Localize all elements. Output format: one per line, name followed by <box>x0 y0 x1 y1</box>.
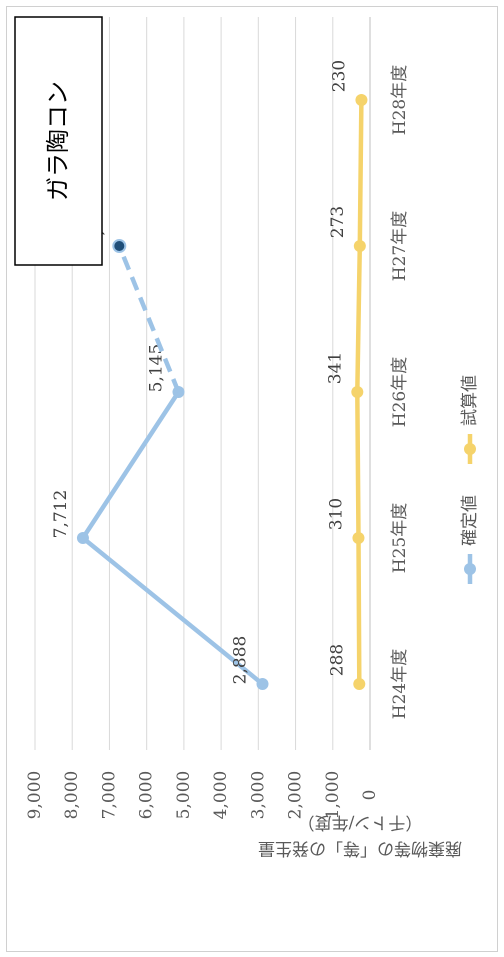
data-label: 310 <box>326 498 346 530</box>
data-point <box>352 532 365 544</box>
x-tick-label: H25年度 <box>390 503 410 573</box>
x-tick-label: H27年度 <box>390 211 410 281</box>
y-tick-label: 8,000 <box>62 771 82 820</box>
data-label: 5,145 <box>146 344 166 393</box>
y-tick-label: 0 <box>360 790 380 801</box>
series-line <box>117 245 181 393</box>
data-point <box>351 386 364 398</box>
data-point <box>76 532 89 544</box>
y-tick-label: 6,000 <box>137 771 157 820</box>
legend-label: 確定値 <box>460 495 480 546</box>
data-label: 341 <box>325 352 345 384</box>
data-label: 2,888 <box>231 636 251 685</box>
legend-marker <box>464 563 476 575</box>
y-tick-label: 7,000 <box>99 771 119 820</box>
data-point <box>112 239 127 253</box>
y-tick-label: 3,000 <box>248 771 268 820</box>
y-tick-label: 5,000 <box>174 771 194 820</box>
legend-marker <box>464 443 476 455</box>
data-point <box>353 240 366 252</box>
data-point <box>256 678 269 690</box>
data-point <box>353 678 366 690</box>
data-label: 7,712 <box>51 490 71 539</box>
y-tick-label: 2,000 <box>286 771 306 820</box>
y-axis-title-line2: （千トン/年度） <box>298 812 423 832</box>
y-tick-label: 9,000 <box>25 771 45 820</box>
title-box <box>14 16 103 266</box>
y-axis-title-line1: 廃棄物等の「等」の発生量 <box>258 838 462 858</box>
data-label: 230 <box>329 60 349 92</box>
data-point <box>355 94 368 106</box>
x-tick-label: H24年度 <box>390 649 410 719</box>
data-label: 288 <box>327 644 347 676</box>
y-tick-label: 1,000 <box>323 771 343 820</box>
chart-title: ガラ陶コン <box>44 81 72 201</box>
legend-label: 試算値 <box>460 375 480 426</box>
y-tick-label: 4,000 <box>211 771 231 820</box>
x-tick-label: H26年度 <box>390 357 410 427</box>
data-label: 273 <box>328 206 348 238</box>
x-tick-label: H28年度 <box>390 65 410 135</box>
